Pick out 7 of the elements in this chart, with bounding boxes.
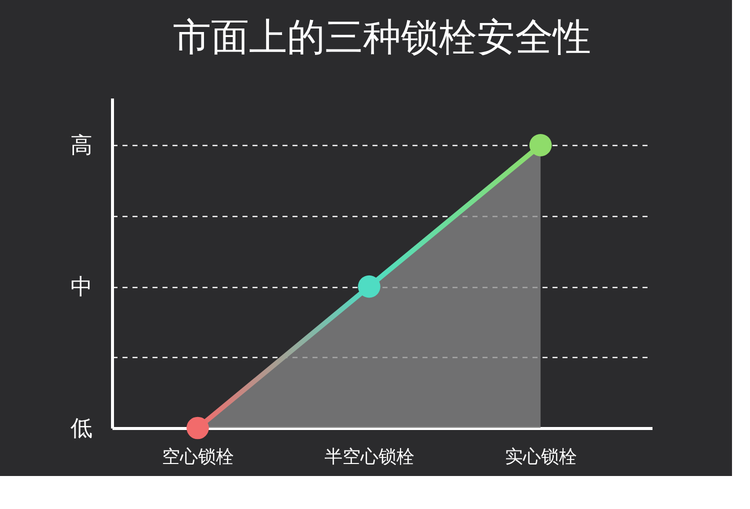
category-label: 中 — [70, 275, 92, 300]
x-tick-label: 实心锁栓 — [505, 446, 578, 468]
category-label: 高 — [70, 134, 92, 159]
category-label: 低 — [70, 416, 92, 442]
chart-title: 市面上的三种锁栓安全性 — [173, 15, 591, 59]
x-tick-label: 半空心锁栓 — [324, 446, 415, 468]
x-tick-label: 空心锁栓 — [162, 446, 234, 468]
